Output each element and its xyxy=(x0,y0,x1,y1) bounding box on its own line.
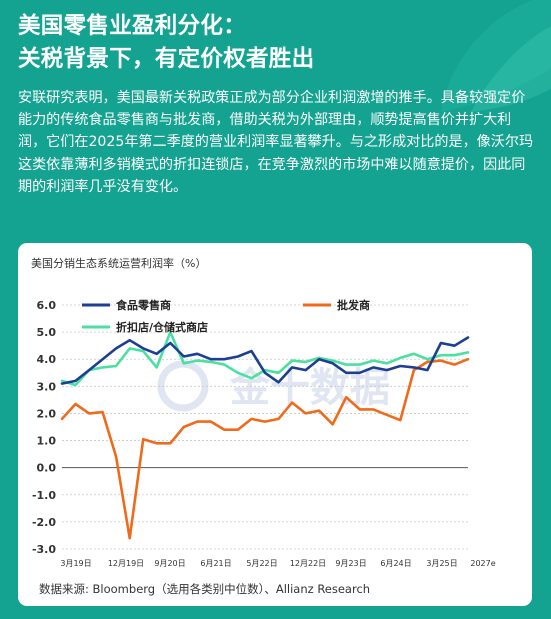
chart-title: 美国分销生态系统运营利润率（%） xyxy=(31,257,207,270)
x-tick-label: 12月19日 xyxy=(108,559,144,568)
x-tick-label: 6月24日 xyxy=(380,559,411,568)
x-tick-label: 9月23日 xyxy=(335,559,366,568)
series-line-2 xyxy=(60,330,470,387)
page-title: 美国零售业盈利分化： 关税背景下，有定价权者胜出 xyxy=(18,10,488,76)
x-tick-label: 9月20日 xyxy=(154,559,185,568)
y-tick-label: 1.0 xyxy=(37,435,57,448)
leaf-decoration xyxy=(441,0,551,112)
series-line-0 xyxy=(60,336,470,385)
x-tick-label: 2027e xyxy=(470,559,495,568)
y-tick-label: 0.0 xyxy=(37,462,57,475)
x-tick-label: 12月22日 xyxy=(290,559,326,568)
y-tick-label: 4.0 xyxy=(37,353,57,366)
y-tick-label: 6.0 xyxy=(37,299,57,312)
legend-label: 批发商 xyxy=(337,298,370,312)
y-tick-label: -3.0 xyxy=(32,543,56,556)
watermark-text: 金十数据 xyxy=(229,365,390,411)
series-line-1 xyxy=(60,357,470,540)
intro-paragraph: 安联研究表明，美国最新关税政策正成为部分企业利润激增的推手。具备较强定价能力的传… xyxy=(18,90,534,195)
chart-card: 美国分销生态系统运营利润率（%） 金十数据 6.0 5.0 4.0 3.0 2.0 1.0 0… xyxy=(18,243,532,606)
x-tick-label: 3月25日 xyxy=(426,559,457,568)
title-line-2: 关税背景下，有定价权者胜出 xyxy=(18,46,315,72)
y-tick-label: -2.0 xyxy=(32,516,56,529)
chart-source: 数据来源: Bloomberg（选用各类别中位数）、Allianz Resear… xyxy=(39,582,371,596)
x-tick-label: 3月19日 xyxy=(60,559,91,568)
y-tick-label: 2.0 xyxy=(37,407,57,420)
legend-label: 食品零售商 xyxy=(116,298,171,312)
y-tick-label: 3.0 xyxy=(37,380,57,393)
y-tick-label: 5.0 xyxy=(37,326,57,339)
title-line-1: 美国零售业盈利分化： xyxy=(18,13,247,39)
legend-label: 折扣店/仓储式商店 xyxy=(116,320,208,334)
chart-plot-area: 金十数据 6.0 5.0 4.0 3.0 2.0 1.0 0.0 -1.0 -2.0 -3.0 3月1… xyxy=(32,298,496,568)
y-tick-label: -1.0 xyxy=(32,489,56,502)
x-tick-label: 5月22日 xyxy=(246,559,277,568)
x-tick-label: 6月21日 xyxy=(200,559,231,568)
